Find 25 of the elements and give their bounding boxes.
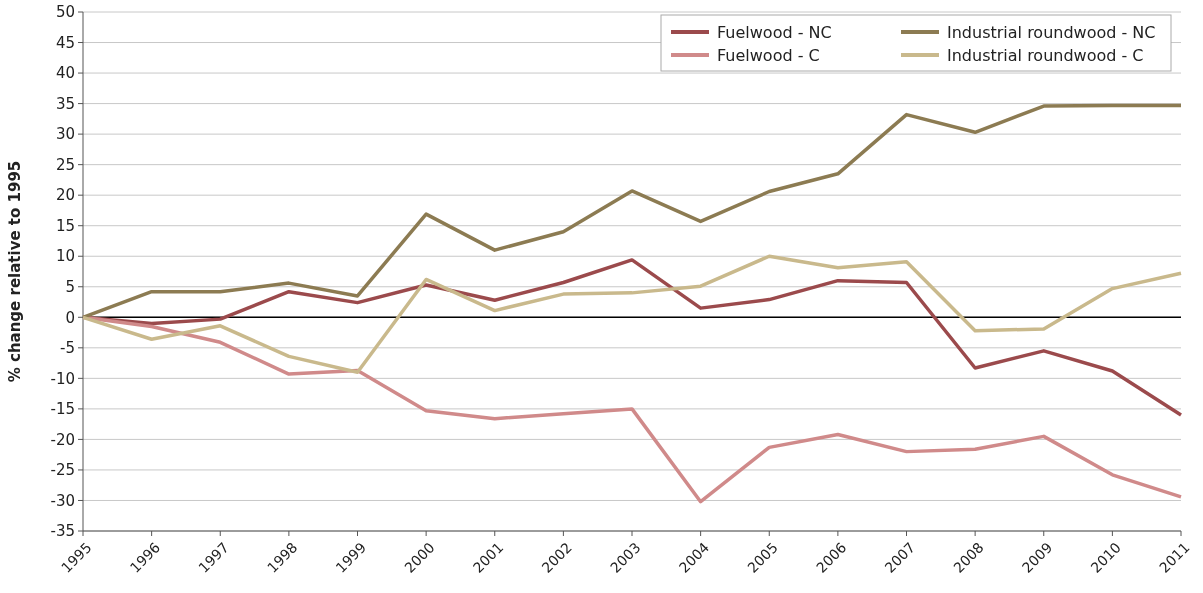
y-tick-label: 10 xyxy=(55,247,75,266)
y-tick-label: 40 xyxy=(55,64,75,83)
y-tick-label: 50 xyxy=(55,3,75,22)
line-series xyxy=(81,103,1183,320)
legend-label: Fuelwood - NC xyxy=(717,22,832,42)
y-tick-label: 25 xyxy=(55,155,75,174)
y-tick-label: 5 xyxy=(65,278,75,297)
line-series xyxy=(81,254,1183,374)
y-tick-label: 0 xyxy=(65,308,75,327)
y-tick-label: 20 xyxy=(55,186,75,205)
y-axis-title: % change relative to 1995 xyxy=(6,160,24,383)
y-tick-label: -15 xyxy=(50,400,75,419)
legend-label: Industrial roundwood - NC xyxy=(947,22,1156,42)
y-tick-label: -5 xyxy=(60,339,75,358)
y-tick-label: -30 xyxy=(50,491,75,510)
y-tick-label: 30 xyxy=(55,125,75,144)
legend-label: Industrial roundwood - C xyxy=(947,45,1144,65)
y-tick-label: -35 xyxy=(50,522,75,541)
legend-label: Fuelwood - C xyxy=(717,45,820,65)
y-tick-label: -25 xyxy=(50,461,75,480)
y-tick-label: 45 xyxy=(55,33,75,52)
y-tick-label: -20 xyxy=(50,430,75,449)
y-tick-label: -10 xyxy=(50,369,75,388)
y-tick-label: 35 xyxy=(55,94,75,113)
y-tick-label: 15 xyxy=(55,216,75,235)
